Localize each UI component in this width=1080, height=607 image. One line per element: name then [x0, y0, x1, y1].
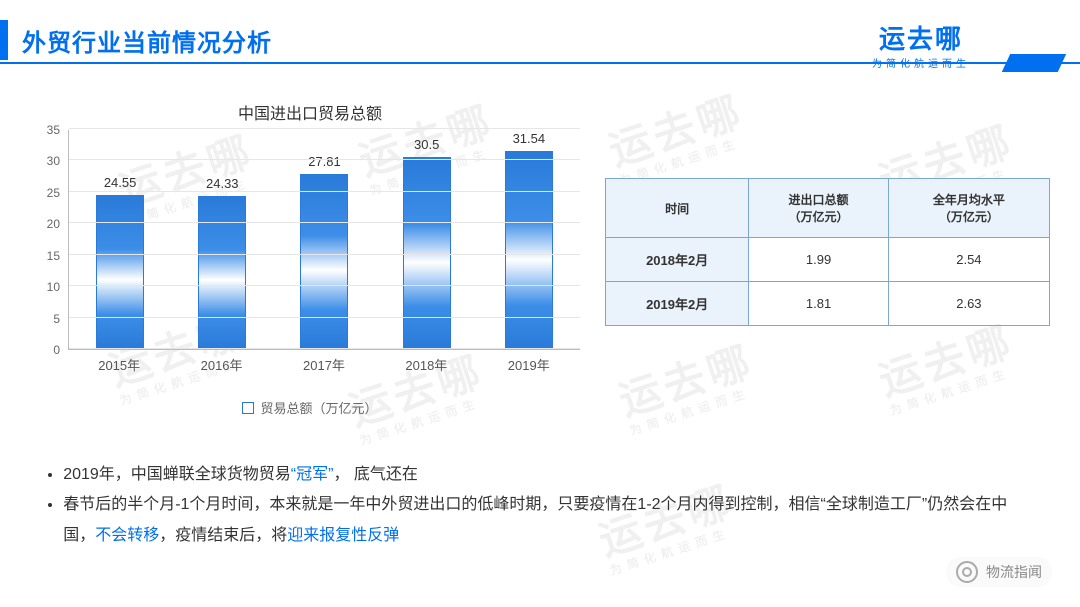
source-label: 物流指闻	[986, 562, 1042, 582]
watermark: 运去哪为简化航运而生	[614, 340, 763, 439]
table-header-cell: 时间	[606, 179, 749, 238]
header-accent	[1002, 54, 1066, 72]
gridline	[69, 128, 580, 129]
slide: 外贸行业当前情况分析 运去哪 为简化航运而生 运去哪为简化航运而生运去哪为简化航…	[0, 0, 1080, 607]
bar-value-label: 31.54	[499, 131, 559, 146]
bullet-list: 2019年，中国蝉联全球货物贸易“冠军”， 底气还在春节后的半个月-1个月时间，…	[44, 460, 1036, 551]
row-head-cell: 2019年2月	[606, 282, 749, 326]
row-head-cell: 2018年2月	[606, 238, 749, 282]
legend-label: 贸易总额（万亿元）	[260, 401, 377, 416]
table-cell: 1.99	[749, 238, 888, 282]
bar	[198, 196, 246, 349]
bar-value-label: 24.33	[192, 176, 252, 191]
summary-table: 时间进出口总额（万亿元）全年月均水平（万亿元）2018年2月1.992.5420…	[605, 178, 1050, 326]
bar-column: 27.81	[294, 174, 354, 349]
highlight-text: “冠军”	[291, 466, 334, 483]
y-tick-label: 20	[47, 217, 60, 231]
trade-chart: 中国进出口贸易总额 0 5 10 15 20 25 30 35 24.55 24.33 27.81…	[30, 100, 590, 400]
legend-swatch	[242, 402, 254, 414]
gridline	[69, 348, 580, 349]
y-tick-label: 0	[53, 343, 60, 357]
table-header-row: 时间进出口总额（万亿元）全年月均水平（万亿元）	[606, 179, 1050, 238]
bar	[300, 174, 348, 349]
table-cell: 1.81	[749, 282, 888, 326]
table-cell: 2.54	[888, 238, 1049, 282]
y-tick-label: 5	[53, 312, 60, 326]
watermark: 运去哪为简化航运而生	[874, 320, 1023, 419]
table-header-cell: 全年月均水平（万亿元）	[888, 179, 1049, 238]
header: 外贸行业当前情况分析 运去哪 为简化航运而生	[0, 20, 1080, 64]
bar-value-label: 27.81	[294, 154, 354, 169]
bar-value-label: 24.55	[90, 175, 150, 190]
x-axis-labels: 2015年 2016年 2017年 2018年 2019年	[68, 355, 580, 374]
bar	[96, 195, 144, 349]
title-bar: 外贸行业当前情况分析	[0, 20, 272, 60]
gridline	[69, 317, 580, 318]
chart-area: 05101520253035 24.5524.3327.8130.531.54 …	[30, 130, 590, 370]
table-row: 2018年2月1.992.54	[606, 238, 1050, 282]
bullet-item: 2019年，中国蝉联全球货物贸易“冠军”， 底气还在	[63, 460, 1036, 490]
x-tick-label: 2016年	[192, 355, 252, 374]
x-tick-label: 2019年	[499, 355, 559, 374]
gridline	[69, 159, 580, 160]
summary-table-wrap: 时间进出口总额（万亿元）全年月均水平（万亿元）2018年2月1.992.5420…	[605, 178, 1050, 326]
bar-column: 24.55	[90, 195, 150, 349]
bar-column: 31.54	[499, 151, 559, 349]
table-header-cell: 进出口总额（万亿元）	[749, 179, 888, 238]
y-tick-label: 35	[47, 123, 60, 137]
gridline	[69, 222, 580, 223]
bar-value-label: 30.5	[397, 137, 457, 152]
gridline	[69, 191, 580, 192]
logo-main: 运去哪	[872, 26, 970, 52]
watermark: 运去哪为简化航运而生	[604, 90, 753, 189]
y-tick-label: 15	[47, 249, 60, 263]
highlight-text: 不会转移	[95, 527, 159, 544]
table-row: 2019年2月1.812.63	[606, 282, 1050, 326]
x-tick-label: 2017年	[294, 355, 354, 374]
body-text: ，疫情结束后，将	[159, 527, 287, 544]
table-cell: 2.63	[888, 282, 1049, 326]
y-axis: 05101520253035	[30, 130, 64, 350]
gridline	[69, 254, 580, 255]
y-tick-label: 25	[47, 186, 60, 200]
header-rule	[0, 62, 1080, 64]
y-tick-label: 10	[47, 280, 60, 294]
bar-column: 24.33	[192, 196, 252, 349]
page-title: 外贸行业当前情况分析	[8, 23, 272, 58]
x-tick-label: 2015年	[89, 355, 149, 374]
source-icon	[956, 561, 978, 583]
bar	[505, 151, 553, 349]
chart-title: 中国进出口贸易总额	[30, 100, 590, 124]
chart-legend: 贸易总额（万亿元）	[30, 398, 590, 417]
gridline	[69, 285, 580, 286]
footer-source: 物流指闻	[946, 557, 1052, 587]
bullet-item: 春节后的半个月-1个月时间，本来就是一年中外贸进出口的低峰时期，只要疫情在1-2…	[63, 490, 1036, 551]
body-text: ， 底气还在	[333, 466, 417, 483]
highlight-text: 迎来报复性反弹	[287, 527, 399, 544]
x-tick-label: 2018年	[396, 355, 456, 374]
y-tick-label: 30	[47, 154, 60, 168]
body-text: 2019年，中国蝉联全球货物贸易	[63, 466, 291, 483]
plot-area: 24.55 24.33 27.81 30.5 31.54	[68, 130, 580, 350]
